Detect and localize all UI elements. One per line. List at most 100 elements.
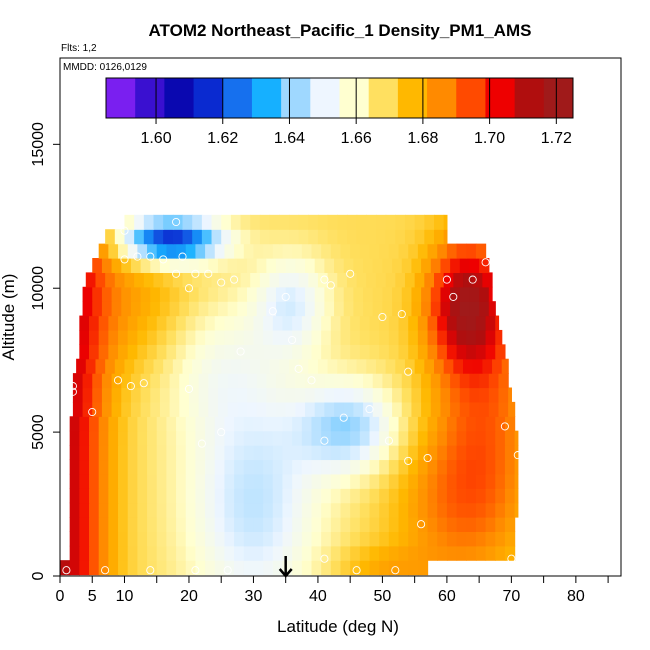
heatmap-cell <box>388 545 400 561</box>
heatmap-cell <box>205 445 216 461</box>
heatmap-cell <box>214 560 226 576</box>
heatmap-cell <box>434 272 445 288</box>
heatmap-cell <box>156 315 167 331</box>
heatmap-cell <box>156 243 167 259</box>
heatmap-cell <box>89 488 100 504</box>
heatmap-cell <box>456 545 467 561</box>
sample-point <box>133 252 142 261</box>
heatmap-cell <box>137 416 148 432</box>
heatmap-cell <box>475 416 487 432</box>
heatmap-cell <box>111 258 122 273</box>
heatmap-cell <box>437 502 448 518</box>
heatmap-cell <box>98 517 109 532</box>
heatmap-cell <box>195 315 206 331</box>
sample-point <box>404 367 413 376</box>
heatmap-cell <box>456 243 467 259</box>
heatmap-cell <box>282 473 293 489</box>
heatmap-cell <box>185 459 197 475</box>
heatmap-cell <box>234 315 245 331</box>
heatmap-cell <box>301 344 313 360</box>
heatmap-cell <box>230 214 242 230</box>
heatmap-cell <box>198 401 209 417</box>
heatmap-cell <box>208 401 219 417</box>
colorbar-tick-label: 1.62 <box>207 130 238 147</box>
heatmap-cell <box>495 545 506 561</box>
heatmap-cell <box>414 358 425 374</box>
colorbar-tick-label: 1.70 <box>474 130 505 147</box>
heatmap-cell <box>417 545 429 561</box>
colorbar-swatch <box>222 78 253 118</box>
heatmap-cell <box>253 545 264 561</box>
heatmap-cell <box>89 459 100 475</box>
heatmap-cell <box>269 229 280 245</box>
sample-point <box>468 275 477 284</box>
heatmap-cell <box>214 517 226 532</box>
colorbar-swatch <box>135 78 165 118</box>
heatmap-cell <box>395 229 406 245</box>
colorbar-frame <box>105 77 574 119</box>
heatmap-cell <box>382 286 393 302</box>
heatmap-cell <box>437 416 448 432</box>
heatmap-cell <box>456 344 467 360</box>
heatmap-cell <box>205 560 216 576</box>
colorbar-swatch <box>485 78 516 118</box>
heatmap-cell <box>475 430 487 446</box>
heatmap-cell <box>98 329 109 345</box>
heatmap-cell <box>179 286 190 302</box>
heatmap-cell <box>108 315 119 331</box>
heatmap-cell <box>166 445 177 461</box>
heatmap-cell <box>305 401 316 417</box>
heatmap-cell <box>514 459 519 475</box>
heatmap-cell <box>237 286 248 302</box>
heatmap-cell <box>147 517 158 532</box>
heatmap-cell <box>272 473 284 489</box>
heatmap-cell <box>485 545 496 561</box>
heatmap-cell <box>443 272 454 288</box>
heatmap-cell <box>72 401 84 417</box>
heatmap-cell <box>156 344 167 360</box>
heatmap-cell <box>153 358 164 374</box>
heatmap-cell <box>340 416 351 432</box>
heatmap-cell <box>434 358 445 374</box>
heatmap-cell <box>301 545 313 561</box>
heatmap-cell <box>266 387 277 403</box>
y-tick-label: 5000 <box>30 414 47 450</box>
heatmap-cell <box>101 401 113 417</box>
heatmap-cell <box>195 545 206 561</box>
heatmap-cell <box>417 531 429 547</box>
heatmap-cell <box>359 430 371 446</box>
heatmap-cell <box>201 272 213 288</box>
heatmap-cell <box>321 545 332 561</box>
heatmap-cell <box>182 358 193 374</box>
heatmap-cell <box>411 286 422 302</box>
sample-point <box>120 255 129 264</box>
sample-point <box>68 387 77 396</box>
heatmap-cell <box>224 560 235 576</box>
heatmap-cell <box>272 315 284 331</box>
sample-point <box>184 284 194 293</box>
heatmap-cell <box>372 258 384 273</box>
heatmap-cell <box>118 473 129 489</box>
heatmap-cell <box>272 344 284 360</box>
heatmap-cell <box>130 301 142 317</box>
heatmap-cell <box>166 315 177 331</box>
heatmap-cell <box>466 517 477 532</box>
sample-point <box>88 407 97 417</box>
heatmap-cell <box>392 387 403 403</box>
sample-point <box>294 364 303 373</box>
heatmap-cell <box>424 214 435 230</box>
heatmap-cell <box>205 488 216 504</box>
heatmap-cell <box>321 445 332 461</box>
heatmap-cell <box>69 517 80 532</box>
heatmap-cell <box>205 545 216 561</box>
heatmap-cell <box>485 329 496 345</box>
heatmap-cell <box>437 445 448 461</box>
heatmap-cell <box>188 387 200 403</box>
heatmap-cell <box>459 387 471 403</box>
heatmap-cell <box>272 560 284 576</box>
sample-point <box>500 422 509 431</box>
heatmap-cell <box>127 517 138 532</box>
heatmap-cell <box>217 401 229 417</box>
heatmap-cell <box>127 473 138 489</box>
heatmap-cell <box>224 445 235 461</box>
